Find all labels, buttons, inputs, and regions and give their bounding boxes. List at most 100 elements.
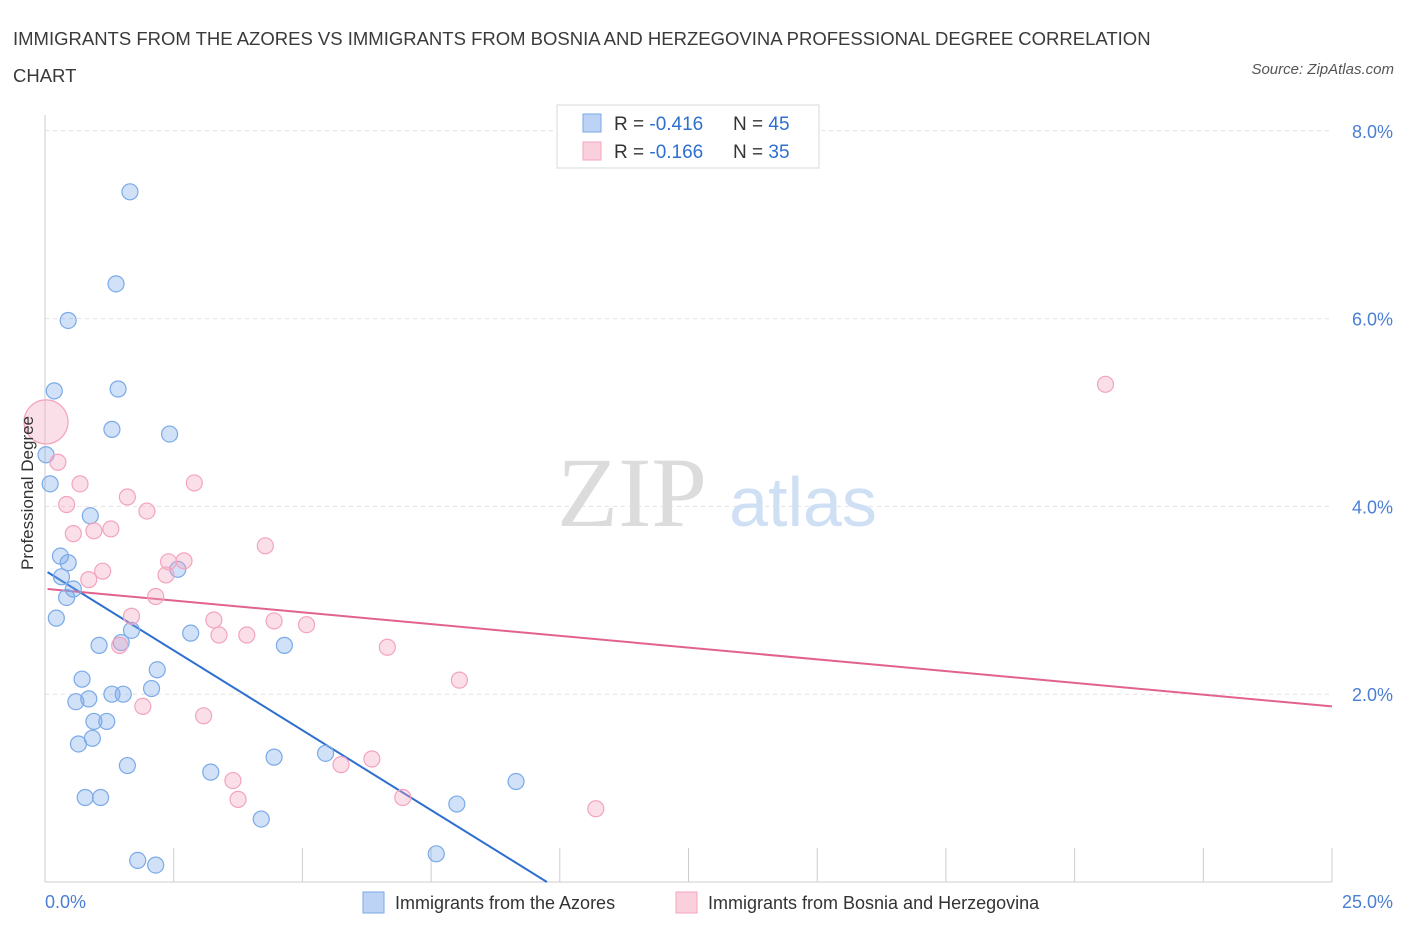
bosnia-point (58, 495, 76, 514)
azores-point (59, 554, 77, 572)
bosnia-point (238, 626, 256, 644)
azores-point (41, 475, 59, 493)
azores-point (85, 712, 103, 731)
azores-point (107, 275, 125, 293)
azores-point (275, 636, 293, 654)
azores-point (118, 756, 136, 775)
bosnia-point (224, 771, 242, 790)
watermark: ZIP atlas (557, 437, 877, 548)
x-tick-label-min: 0.0% (45, 892, 86, 912)
azores-point (109, 380, 127, 398)
bosnia-point (138, 502, 156, 520)
azores-point (252, 810, 270, 828)
azores-point (59, 311, 77, 330)
azores-point (98, 712, 116, 731)
bosnia-point (1096, 375, 1115, 393)
y-tick-label: 8.0% (1352, 122, 1393, 142)
trend-lines (47, 571, 1333, 883)
bosnia-point (85, 522, 103, 540)
stats-n-label-azores: N = (733, 114, 768, 135)
azores-point (91, 788, 110, 807)
bosnia-point (210, 626, 228, 644)
series-legend: Immigrants from the Azores Immigrants fr… (362, 891, 1040, 914)
azores-point (69, 735, 88, 753)
azores-point (112, 633, 130, 652)
stats-n-value-azores: 45 (768, 114, 789, 135)
azores-point (147, 856, 165, 874)
bosnia-point (229, 790, 247, 808)
azores-point (122, 621, 141, 639)
bosnia-point (297, 616, 316, 634)
gridlines (45, 130, 1332, 695)
bosnia-point (49, 453, 67, 471)
legend-label-azores[interactable]: Immigrants from the Azores (395, 893, 615, 913)
azores-point (90, 636, 108, 654)
azores-point (45, 382, 63, 400)
bosnia-point (111, 636, 129, 654)
stats-swatch-azores (582, 113, 602, 133)
stats-r-value-bosnia: -0.166 (649, 142, 703, 163)
y-tick-label: 2.0% (1352, 685, 1393, 705)
stats-n-value-bosnia: 35 (768, 142, 789, 163)
azores-point (121, 183, 139, 201)
bosnia-point (23, 399, 69, 445)
bosnia-point (587, 800, 605, 818)
stats-legend: R = -0.416 N = 45 R = -0.166 N = 35 (556, 104, 820, 169)
azores-point (427, 845, 445, 863)
azores-point (103, 420, 121, 438)
bosnia-point (363, 750, 381, 768)
stats-row-bosnia: R = -0.166 N = 35 (614, 142, 790, 163)
bosnia-point (265, 612, 283, 630)
azores-trend-line (47, 571, 548, 883)
azores-point (202, 763, 220, 781)
bosnia-point (157, 566, 175, 584)
azores-point (507, 772, 525, 791)
bosnia-point (256, 537, 274, 555)
azores-point (67, 693, 85, 711)
y-tick-labels: 2.0% 4.0% 6.0% 8.0% (1352, 122, 1393, 705)
stats-r-label-bosnia: R = (614, 142, 649, 163)
bosnia-point (194, 707, 213, 725)
y-tick-label: 6.0% (1352, 310, 1393, 330)
stats-r-label-azores: R = (614, 114, 649, 135)
bosnia-point (205, 611, 223, 629)
bosnia-trend-line (47, 588, 1333, 708)
legend-swatch-azores[interactable] (362, 891, 385, 914)
bosnia-point (102, 520, 120, 538)
chart-source: Source: ZipAtlas.com (1251, 61, 1394, 78)
azores-point (148, 661, 166, 679)
azores-point (160, 425, 179, 443)
bosnia-point (134, 697, 152, 716)
stats-row-azores: R = -0.416 N = 45 (614, 114, 790, 135)
azores-point (73, 670, 91, 688)
azores-point (182, 624, 200, 642)
azores-point (81, 507, 99, 525)
y-axis-label: Professional Degree (18, 416, 37, 570)
azores-point (142, 679, 161, 698)
legend-label-bosnia[interactable]: Immigrants from Bosnia and Herzegovina (708, 893, 1040, 913)
bosnia-point (450, 671, 469, 689)
watermark-atlas: atlas (729, 463, 877, 541)
chart-title: IMMIGRANTS FROM THE AZORES VS IMMIGRANTS… (13, 28, 1151, 86)
legend-swatch-bosnia[interactable] (675, 891, 698, 914)
azores-point (58, 588, 76, 607)
stats-swatch-bosnia (582, 141, 602, 161)
azores-point (103, 685, 121, 703)
bosnia-point (71, 475, 89, 493)
azores-point (52, 568, 71, 586)
x-tick-labels: 0.0% 25.0% (45, 892, 1393, 912)
bosnia-point (122, 607, 141, 625)
azores-point (80, 690, 98, 708)
bosnia-point (378, 638, 396, 656)
x-axis-ticks (44, 848, 1333, 882)
bosnia-point (94, 562, 112, 580)
azores-point (316, 744, 335, 762)
data-points (23, 183, 1115, 874)
azores-point (448, 795, 466, 813)
azores-point (129, 851, 147, 870)
bosnia-point (185, 474, 203, 492)
bosnia-point (64, 525, 82, 543)
x-tick-label-max: 25.0% (1342, 892, 1393, 912)
bosnia-point (80, 571, 98, 589)
